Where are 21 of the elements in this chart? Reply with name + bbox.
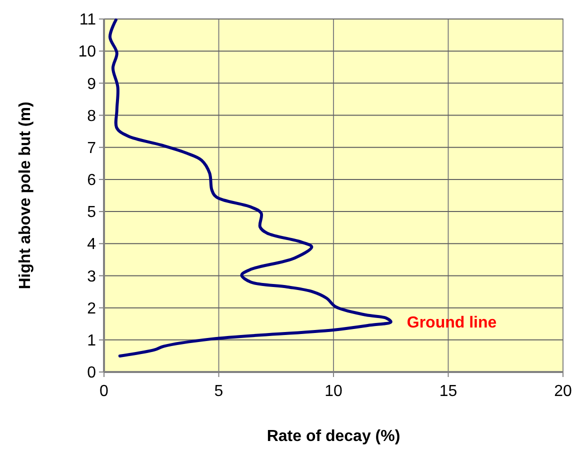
y-tick-label: 11 [79,12,96,29]
annotation: Ground line [406,314,497,332]
x-axis-title: Rate of decay (%) [266,428,400,445]
y-tick-label: 2 [87,300,96,318]
x-tick-label: 20 [554,383,572,400]
y-tick-label: 7 [87,140,96,157]
x-tick-label: 0 [100,383,109,400]
y-tick-label: 4 [87,236,96,254]
line-series [108,18,392,358]
y-tick-label: 5 [87,204,96,222]
x-tick-label: 10 [324,383,342,400]
y-tick-label: 10 [78,44,96,61]
y-tick-label: 8 [87,108,96,125]
y-tick-label: 1 [87,332,96,350]
y-tick-label: 9 [87,76,96,93]
x-tick-label: 15 [439,383,458,400]
y-axis-title: Hight above pole but (m) [17,102,34,290]
y-tick-label: 6 [87,172,96,190]
y-tick-label: 0 [87,364,96,382]
x-tick-label: 5 [214,383,224,400]
y-tick-label: 3 [87,268,96,286]
